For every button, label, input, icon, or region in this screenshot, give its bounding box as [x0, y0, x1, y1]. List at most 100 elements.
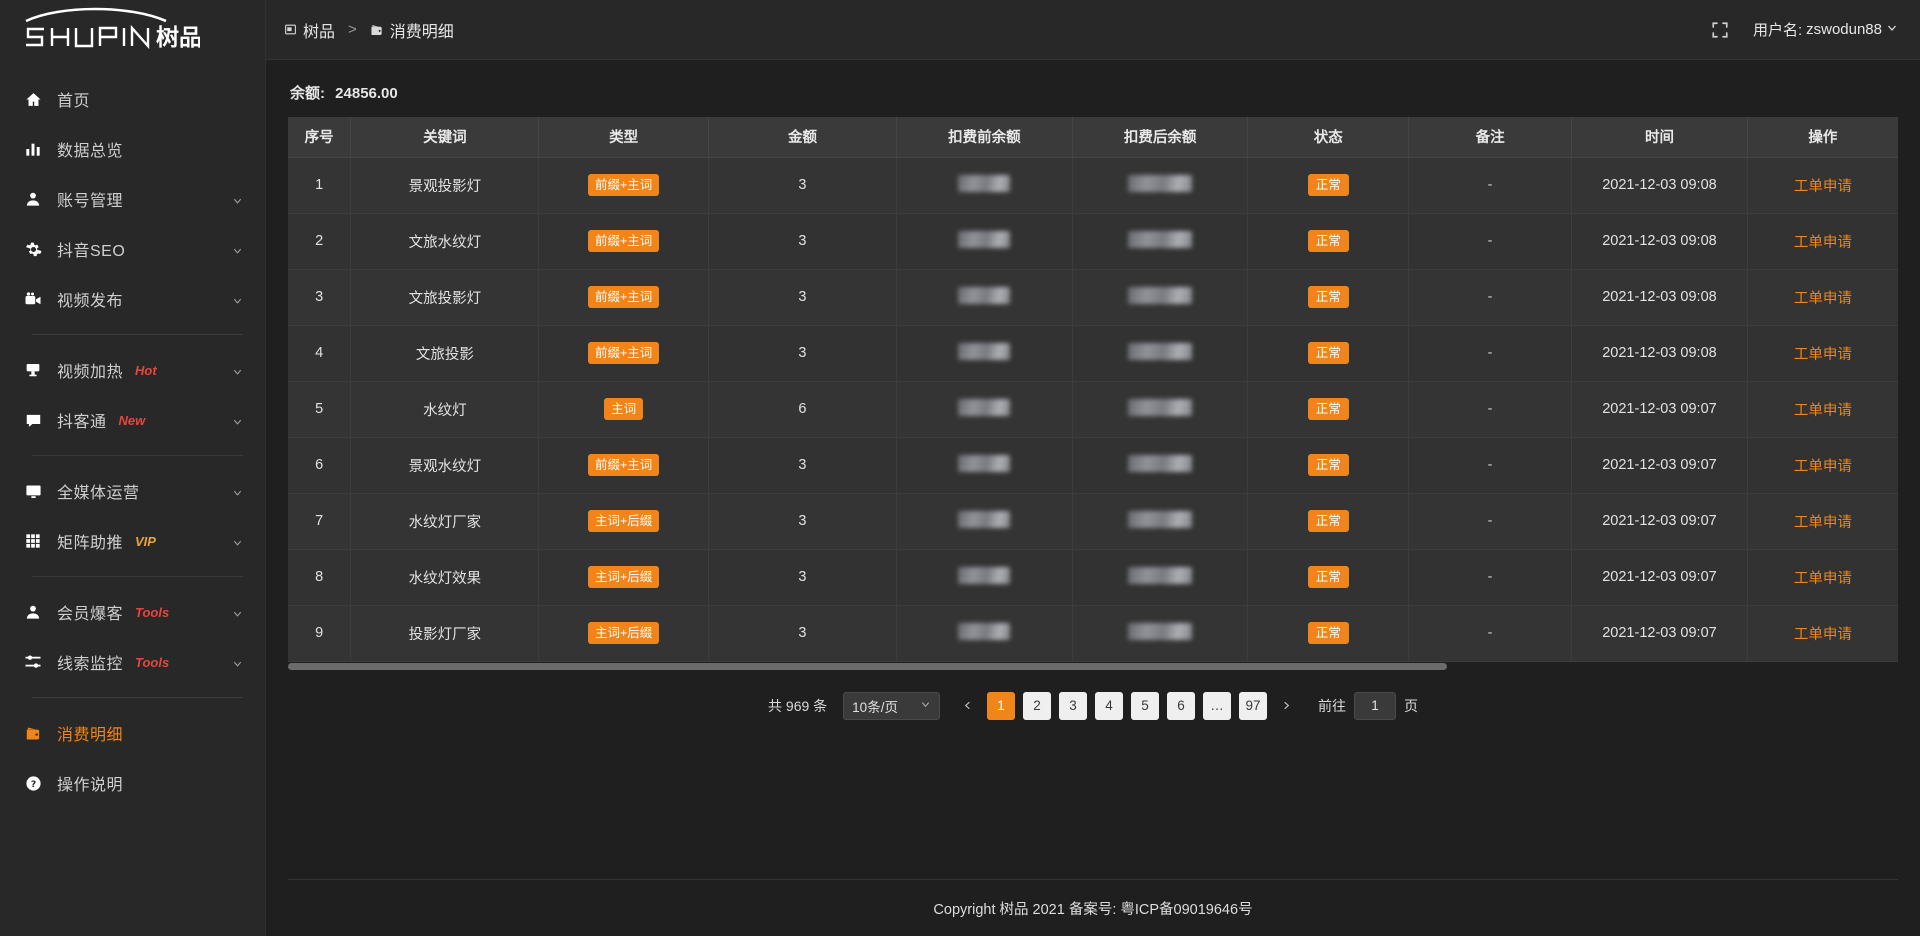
cell-balance-before: [896, 605, 1073, 662]
redacted-value: [1128, 454, 1193, 472]
sidebar-item-member-boost[interactable]: 会员爆客 Tools: [0, 587, 265, 637]
sidebar-item-badge: New: [118, 412, 146, 428]
col-header-balance-before[interactable]: 扣费前余额: [896, 117, 1073, 158]
cell-balance-after: [1072, 213, 1249, 270]
sidebar-item-data-overview[interactable]: 数据总览: [0, 124, 265, 174]
col-header-action[interactable]: 操作: [1747, 117, 1898, 158]
pagination-page-5[interactable]: 5: [1130, 691, 1159, 720]
cell-keyword: 水纹灯: [350, 381, 540, 438]
pagination-prev-button[interactable]: [956, 692, 979, 720]
sidebar-item-consumption-detail[interactable]: 消费明细: [0, 708, 265, 758]
cell-balance-after: [1072, 605, 1249, 662]
cell-balance-after: [1072, 269, 1249, 326]
scrollbar-thumb[interactable]: [288, 662, 1448, 670]
pagination-page-3[interactable]: 3: [1058, 691, 1087, 720]
sidebar-item-instructions[interactable]: ? 操作说明: [0, 758, 265, 808]
cell-keyword: 文旅水纹灯: [350, 213, 540, 270]
cell-no: 6: [288, 437, 352, 494]
goto-unit: 页: [1403, 697, 1418, 714]
sidebar-item-video-boost[interactable]: 视频加热 Hot: [0, 345, 265, 395]
work-order-link[interactable]: 工单申请: [1793, 514, 1852, 531]
sidebar-item-matrix-boost[interactable]: 矩阵助推 VIP: [0, 516, 265, 566]
work-order-link[interactable]: 工单申请: [1793, 346, 1852, 363]
status-badge: 正常: [1307, 285, 1349, 309]
work-order-link[interactable]: 工单申请: [1793, 458, 1852, 475]
col-header-status[interactable]: 状态: [1247, 117, 1410, 158]
horizontal-scrollbar[interactable]: [288, 662, 1898, 670]
redacted-value: [1128, 342, 1193, 360]
sidebar-menu: 首页 数据总览 账号管理: [0, 60, 265, 936]
table-row: 6 景观水纹灯 前缀+主词 3 正常 -2021-12-03 09:07 工单申请: [288, 437, 1898, 494]
brand-logo[interactable]: 树品: [0, 0, 265, 60]
work-order-link[interactable]: 工单申请: [1793, 570, 1852, 587]
cell-remark: -: [1408, 325, 1573, 382]
cell-remark: -: [1408, 605, 1573, 662]
sidebar-item-douketong[interactable]: 抖客通 New: [0, 395, 265, 445]
table-row: 8 水纹灯效果 主词+后缀 3 正常 -2021-12-03 09:07 工单申请: [288, 549, 1898, 606]
fullscreen-icon[interactable]: [1711, 21, 1729, 39]
monitor-icon: [22, 480, 44, 502]
work-order-link[interactable]: 工单申请: [1793, 234, 1852, 251]
pagination-page-1[interactable]: 1: [986, 691, 1015, 720]
work-order-link[interactable]: 工单申请: [1793, 402, 1852, 419]
type-tag: 前缀+主词: [588, 341, 660, 365]
sidebar-item-douyin-seo[interactable]: 抖音SEO: [0, 224, 265, 274]
sidebar-item-video-publish[interactable]: 视频发布: [0, 274, 265, 324]
pagination-next-button[interactable]: [1275, 692, 1298, 720]
cell-status: 正常: [1247, 157, 1410, 214]
redacted-value: [958, 510, 1011, 528]
pagination-ellipsis[interactable]: …: [1202, 691, 1231, 720]
cell-no: 1: [288, 157, 352, 214]
chevron-down-icon: [232, 486, 243, 497]
page-size-select[interactable]: 10条/页: [843, 691, 940, 720]
col-header-balance-after[interactable]: 扣费后余额: [1072, 117, 1249, 158]
col-header-time[interactable]: 时间: [1571, 117, 1748, 158]
cell-action: 工单申请: [1747, 605, 1898, 662]
redacted-value: [1128, 510, 1193, 528]
col-header-remark[interactable]: 备注: [1408, 117, 1573, 158]
sidebar-item-omnimedia-ops[interactable]: 全媒体运营: [0, 466, 265, 516]
sidebar-item-lead-monitor[interactable]: 线索监控 Tools: [0, 637, 265, 687]
video-camera-icon: [22, 288, 44, 310]
work-order-link[interactable]: 工单申请: [1793, 626, 1852, 643]
cell-status: 正常: [1247, 325, 1410, 382]
cell-time: 2021-12-03 09:07: [1571, 493, 1748, 550]
table-row: 3 文旅投影灯 前缀+主词 3 正常 -2021-12-03 09:08 工单申请: [288, 269, 1898, 326]
col-header-no[interactable]: 序号: [288, 117, 352, 158]
sidebar-item-account-management[interactable]: 账号管理: [0, 174, 265, 224]
sidebar-item-home[interactable]: 首页: [0, 74, 265, 124]
home-icon: [22, 88, 44, 110]
cell-balance-before: [896, 213, 1073, 270]
pagination-page-last[interactable]: 97: [1238, 691, 1267, 720]
cell-time: 2021-12-03 09:08: [1571, 325, 1748, 382]
pagination-page-4[interactable]: 4: [1094, 691, 1123, 720]
redacted-value: [958, 286, 1011, 304]
chevron-down-icon: [232, 536, 243, 547]
breadcrumb-item-current[interactable]: 消费明细: [370, 18, 454, 42]
cell-balance-after: [1072, 325, 1249, 382]
col-header-keyword[interactable]: 关键词: [350, 117, 540, 158]
cell-time: 2021-12-03 09:08: [1571, 269, 1748, 326]
sidebar-item-badge: VIP: [135, 533, 156, 549]
col-header-type[interactable]: 类型: [538, 117, 709, 158]
wallet-icon: [22, 722, 44, 744]
balance-label: 余额:: [290, 85, 325, 102]
cell-keyword: 文旅投影: [350, 325, 540, 382]
col-header-amount[interactable]: 金额: [708, 117, 898, 158]
goto-page-input[interactable]: 1: [1353, 691, 1396, 720]
breadcrumb-item-root[interactable]: 树品: [284, 18, 335, 42]
user-menu[interactable]: 用户名: zswodun88: [1753, 19, 1898, 40]
chevron-down-icon: [232, 415, 243, 426]
cell-balance-after: [1072, 157, 1249, 214]
pagination-page-6[interactable]: 6: [1166, 691, 1195, 720]
pagination-page-2[interactable]: 2: [1022, 691, 1051, 720]
work-order-link[interactable]: 工单申请: [1793, 178, 1852, 195]
table-header-row: 序号 关键词 类型 金额 扣费前余额 扣费后余额 状态 备注 时间 操作: [288, 117, 1898, 158]
redacted-value: [1128, 566, 1193, 584]
type-tag: 主词+后缀: [588, 565, 660, 589]
cell-type: 主词+后缀: [538, 493, 709, 550]
cell-balance-before: [896, 493, 1073, 550]
work-order-link[interactable]: 工单申请: [1793, 290, 1852, 307]
sidebar-item-label: 视频加热: [57, 364, 124, 381]
cell-type: 前缀+主词: [538, 157, 709, 214]
